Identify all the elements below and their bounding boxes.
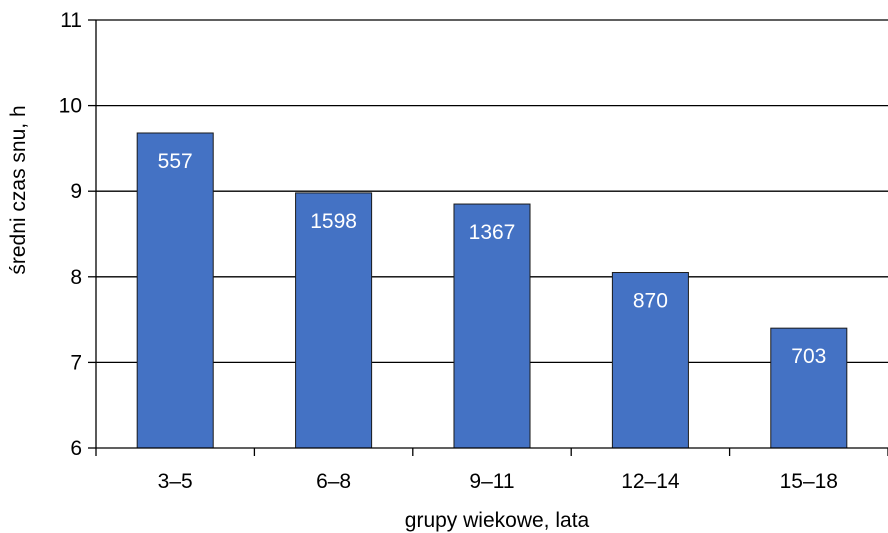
- bar-6–8: [295, 192, 373, 449]
- axes: [88, 19, 888, 456]
- y-tick-label: 10: [59, 95, 82, 118]
- y-tick-label: 7: [70, 351, 82, 374]
- bar-data-labels: 557 1598 1367 870 703: [158, 150, 827, 368]
- y-tick-label: 6: [70, 437, 82, 460]
- bar-15–18: [770, 327, 848, 449]
- bar-data-label: 557: [158, 150, 193, 173]
- x-tick-label: 3–5: [158, 470, 193, 493]
- y-tick-label: 11: [60, 9, 82, 32]
- bars: [136, 132, 848, 449]
- bar-data-label: 870: [633, 290, 668, 313]
- x-tick-label: 9–11: [469, 470, 514, 493]
- y-tick-labels: 6 7 8 9 10 11: [59, 9, 82, 460]
- x-tick-label: 15–18: [780, 470, 838, 493]
- x-tick-labels: 3–5 6–8 9–11 12–14 15–18: [158, 470, 838, 493]
- bar-3–5: [136, 132, 214, 449]
- x-axis-label: grupy wiekowe, lata: [405, 509, 590, 532]
- bar-data-label: 1367: [469, 221, 516, 244]
- bar-data-label: 1598: [310, 210, 357, 233]
- y-tick-label: 9: [70, 180, 82, 203]
- bar-12–14: [611, 272, 689, 449]
- y-axis-label: średni czas snu, h: [7, 105, 30, 274]
- gridlines: [96, 19, 888, 364]
- bar-data-label: 703: [791, 345, 826, 368]
- y-tick-label: 8: [70, 266, 82, 289]
- x-tick-label: 6–8: [316, 470, 351, 493]
- x-tick-label: 12–14: [621, 470, 680, 493]
